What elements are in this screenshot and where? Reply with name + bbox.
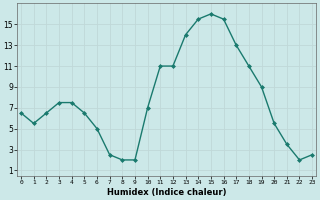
X-axis label: Humidex (Indice chaleur): Humidex (Indice chaleur) [107,188,226,197]
